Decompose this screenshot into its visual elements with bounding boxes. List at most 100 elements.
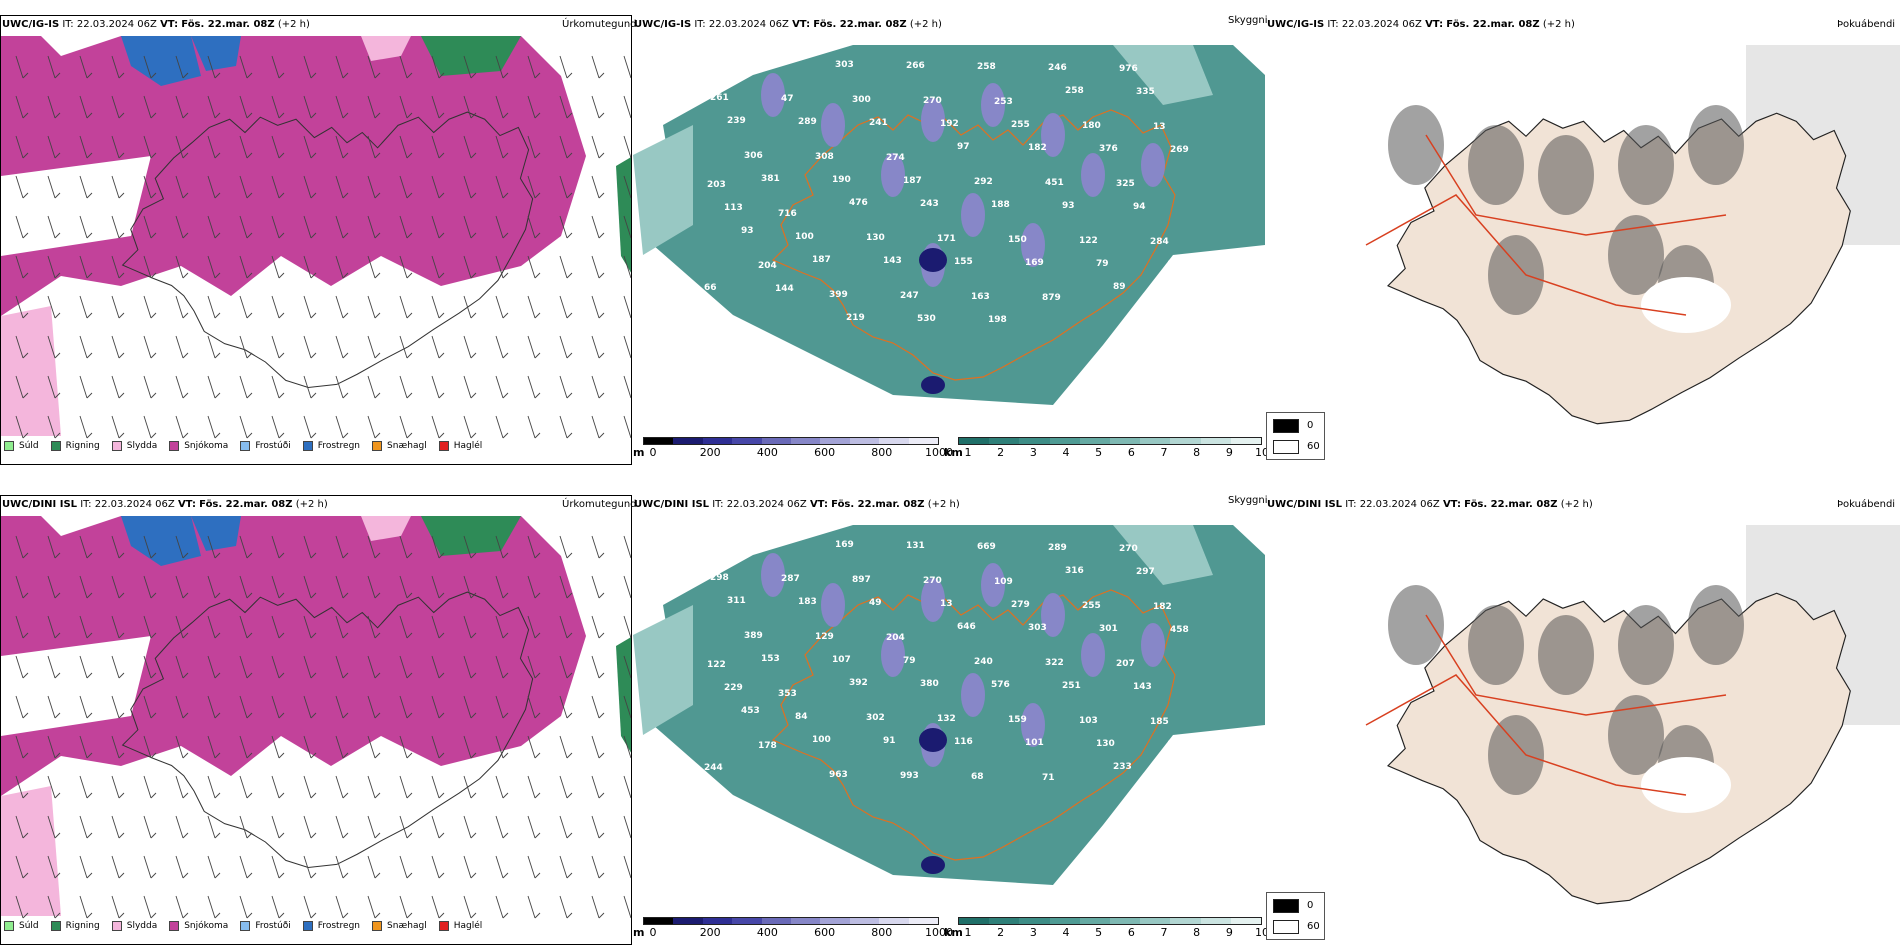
ceiling-label: 89 — [1113, 282, 1126, 292]
cloud-panel-title: Skyggni — [1228, 15, 1268, 26]
fog-index-map[interactable] — [1266, 495, 1900, 945]
colorbar-tick: 9 — [1225, 926, 1233, 939]
colorbar-tick: 1000 — [925, 446, 953, 459]
fog-map-title: UWC/DINI ISL IT: 22.03.2024 06Z VT: Fös.… — [1267, 499, 1593, 510]
colorbar-tick: 5 — [1095, 926, 1103, 939]
colorbar-tick: 6 — [1127, 446, 1135, 459]
fog-key: 0 60 — [1266, 892, 1325, 940]
ceiling-label: 399 — [829, 290, 848, 300]
ceiling-label: 101 — [1025, 738, 1044, 748]
ceiling-label: 13 — [940, 599, 953, 609]
precip-map-title: UWC/IG-IS IT: 22.03.2024 06Z VT: Fös. 22… — [2, 19, 310, 30]
ceiling-label: 203 — [707, 180, 726, 190]
colorbar-unit: km — [944, 926, 963, 939]
ceiling-label: 219 — [846, 313, 865, 323]
precip-type-map[interactable] — [0, 15, 632, 465]
ceiling-label: 255 — [1011, 120, 1030, 130]
colorbar-tick: 200 — [699, 446, 721, 459]
fog-key-high-value: 60 — [1307, 921, 1320, 932]
legend-swatch — [240, 441, 251, 451]
ceiling-label: 576 — [991, 680, 1010, 690]
ceiling-label: 376 — [1099, 144, 1118, 154]
precip-panel-title: Úrkomutegund — [562, 19, 637, 30]
ceiling-label: 180 — [1082, 121, 1101, 131]
ceiling-label: 963 — [829, 770, 848, 780]
legend-item: Slydda — [111, 441, 157, 451]
legend-item: Súld — [4, 441, 39, 451]
ceiling-label: 270 — [1119, 544, 1138, 554]
ceiling-label: 13 — [1153, 122, 1166, 132]
ceiling-label: 303 — [835, 60, 854, 70]
precip-legend: Súld Rigning Slydda Snjókoma Frostúði Frostre… — [4, 919, 482, 933]
colorbar-tick: 5 — [1095, 446, 1103, 459]
legend-item: Rigning — [50, 441, 100, 451]
ceiling-label: 109 — [994, 577, 1013, 587]
forecast-row-bottom: UWC/DINI ISL IT: 22.03.2024 06Z VT: Fös.… — [0, 480, 1900, 950]
ceiling-label: 300 — [852, 95, 871, 105]
legend-item: Frostregn — [302, 441, 361, 451]
legend-swatch — [169, 921, 180, 931]
ceiling-label: 287 — [781, 574, 800, 584]
ceiling-label: 258 — [1065, 86, 1084, 96]
legend-label: Haglél — [453, 921, 483, 931]
ceiling-label: 107 — [832, 655, 851, 665]
legend-label: Rigning — [65, 921, 100, 931]
precip-type-map[interactable] — [0, 495, 632, 945]
ceiling-label: 303 — [1028, 623, 1047, 633]
visibility-colorbar: km 1 2 3 4 5 6 7 8 9 10 — [944, 437, 1269, 463]
ceiling-label: 239 — [727, 116, 746, 126]
ceiling-label: 187 — [903, 176, 922, 186]
legend-swatch — [438, 921, 449, 931]
colorbar-strip — [958, 437, 1262, 445]
ceiling-label: 302 — [866, 713, 885, 723]
ceiling-label: 669 — [977, 542, 996, 552]
legend-label: Frostúði — [255, 921, 291, 931]
colorbar-tick: 4 — [1062, 926, 1070, 939]
ceiling-label: 298 — [710, 573, 729, 583]
legend-item: Haglél — [438, 441, 483, 451]
legend-item: Snæhagl — [372, 441, 427, 451]
ceiling-label: 261 — [710, 93, 729, 103]
ceiling-label: 130 — [866, 233, 885, 243]
fog-key-black-swatch — [1273, 419, 1299, 433]
ceiling-label: 270 — [923, 96, 942, 106]
ceiling-label: 68 — [971, 772, 984, 782]
ceiling-label: 476 — [849, 198, 868, 208]
legend-item: Súld — [4, 921, 39, 931]
fog-index-map[interactable] — [1266, 15, 1900, 465]
legend-swatch — [4, 441, 14, 451]
legend-label: Haglél — [453, 441, 483, 451]
ceiling-label: 453 — [741, 706, 760, 716]
ceiling-label: 122 — [707, 660, 726, 670]
ceiling-label: 182 — [1153, 602, 1172, 612]
colorbar-tick: 1 — [964, 926, 972, 939]
ceiling-label: 266 — [906, 61, 925, 71]
ceiling-label: 236 — [693, 538, 712, 548]
ceiling-label: 183 — [798, 597, 817, 607]
legend-swatch — [111, 441, 122, 451]
legend-swatch — [50, 441, 61, 451]
legend-label: Frostregn — [317, 441, 361, 451]
cloud-visibility-map[interactable]: 236 249 169 131 669 289 270 298 287 897 270 109 316 2… — [633, 495, 1265, 945]
ceiling-label: 233 — [1113, 762, 1132, 772]
ceiling-label: 144 — [775, 284, 794, 294]
legend-label: Slydda — [126, 921, 158, 931]
fog-key-black-swatch — [1273, 899, 1299, 913]
fog-key-high-value: 60 — [1307, 441, 1320, 452]
ceiling-label: 258 — [977, 62, 996, 72]
ceiling-label: 131 — [906, 541, 925, 551]
ceiling-label: 247 — [900, 291, 919, 301]
colorbar-tick: 0 — [649, 926, 657, 939]
ceiling-label: 169 — [835, 540, 854, 550]
ceiling-label: 143 — [883, 256, 902, 266]
ceiling-label: 244 — [704, 763, 723, 773]
ceiling-label: 255 — [1082, 601, 1101, 611]
ceiling-label: 49 — [869, 598, 882, 608]
ceiling-label: 192 — [940, 119, 959, 129]
ceiling-label: 129 — [815, 632, 834, 642]
colorbar-tick: 600 — [814, 446, 836, 459]
cloud-visibility-map[interactable]: 260 233 303 266 258 246 976 261 47 300 270 253 258 33… — [633, 15, 1265, 465]
ceiling-label: 335 — [1136, 87, 1155, 97]
colorbar-tick: 10 — [1255, 446, 1269, 459]
ceiling-label: 132 — [937, 714, 956, 724]
